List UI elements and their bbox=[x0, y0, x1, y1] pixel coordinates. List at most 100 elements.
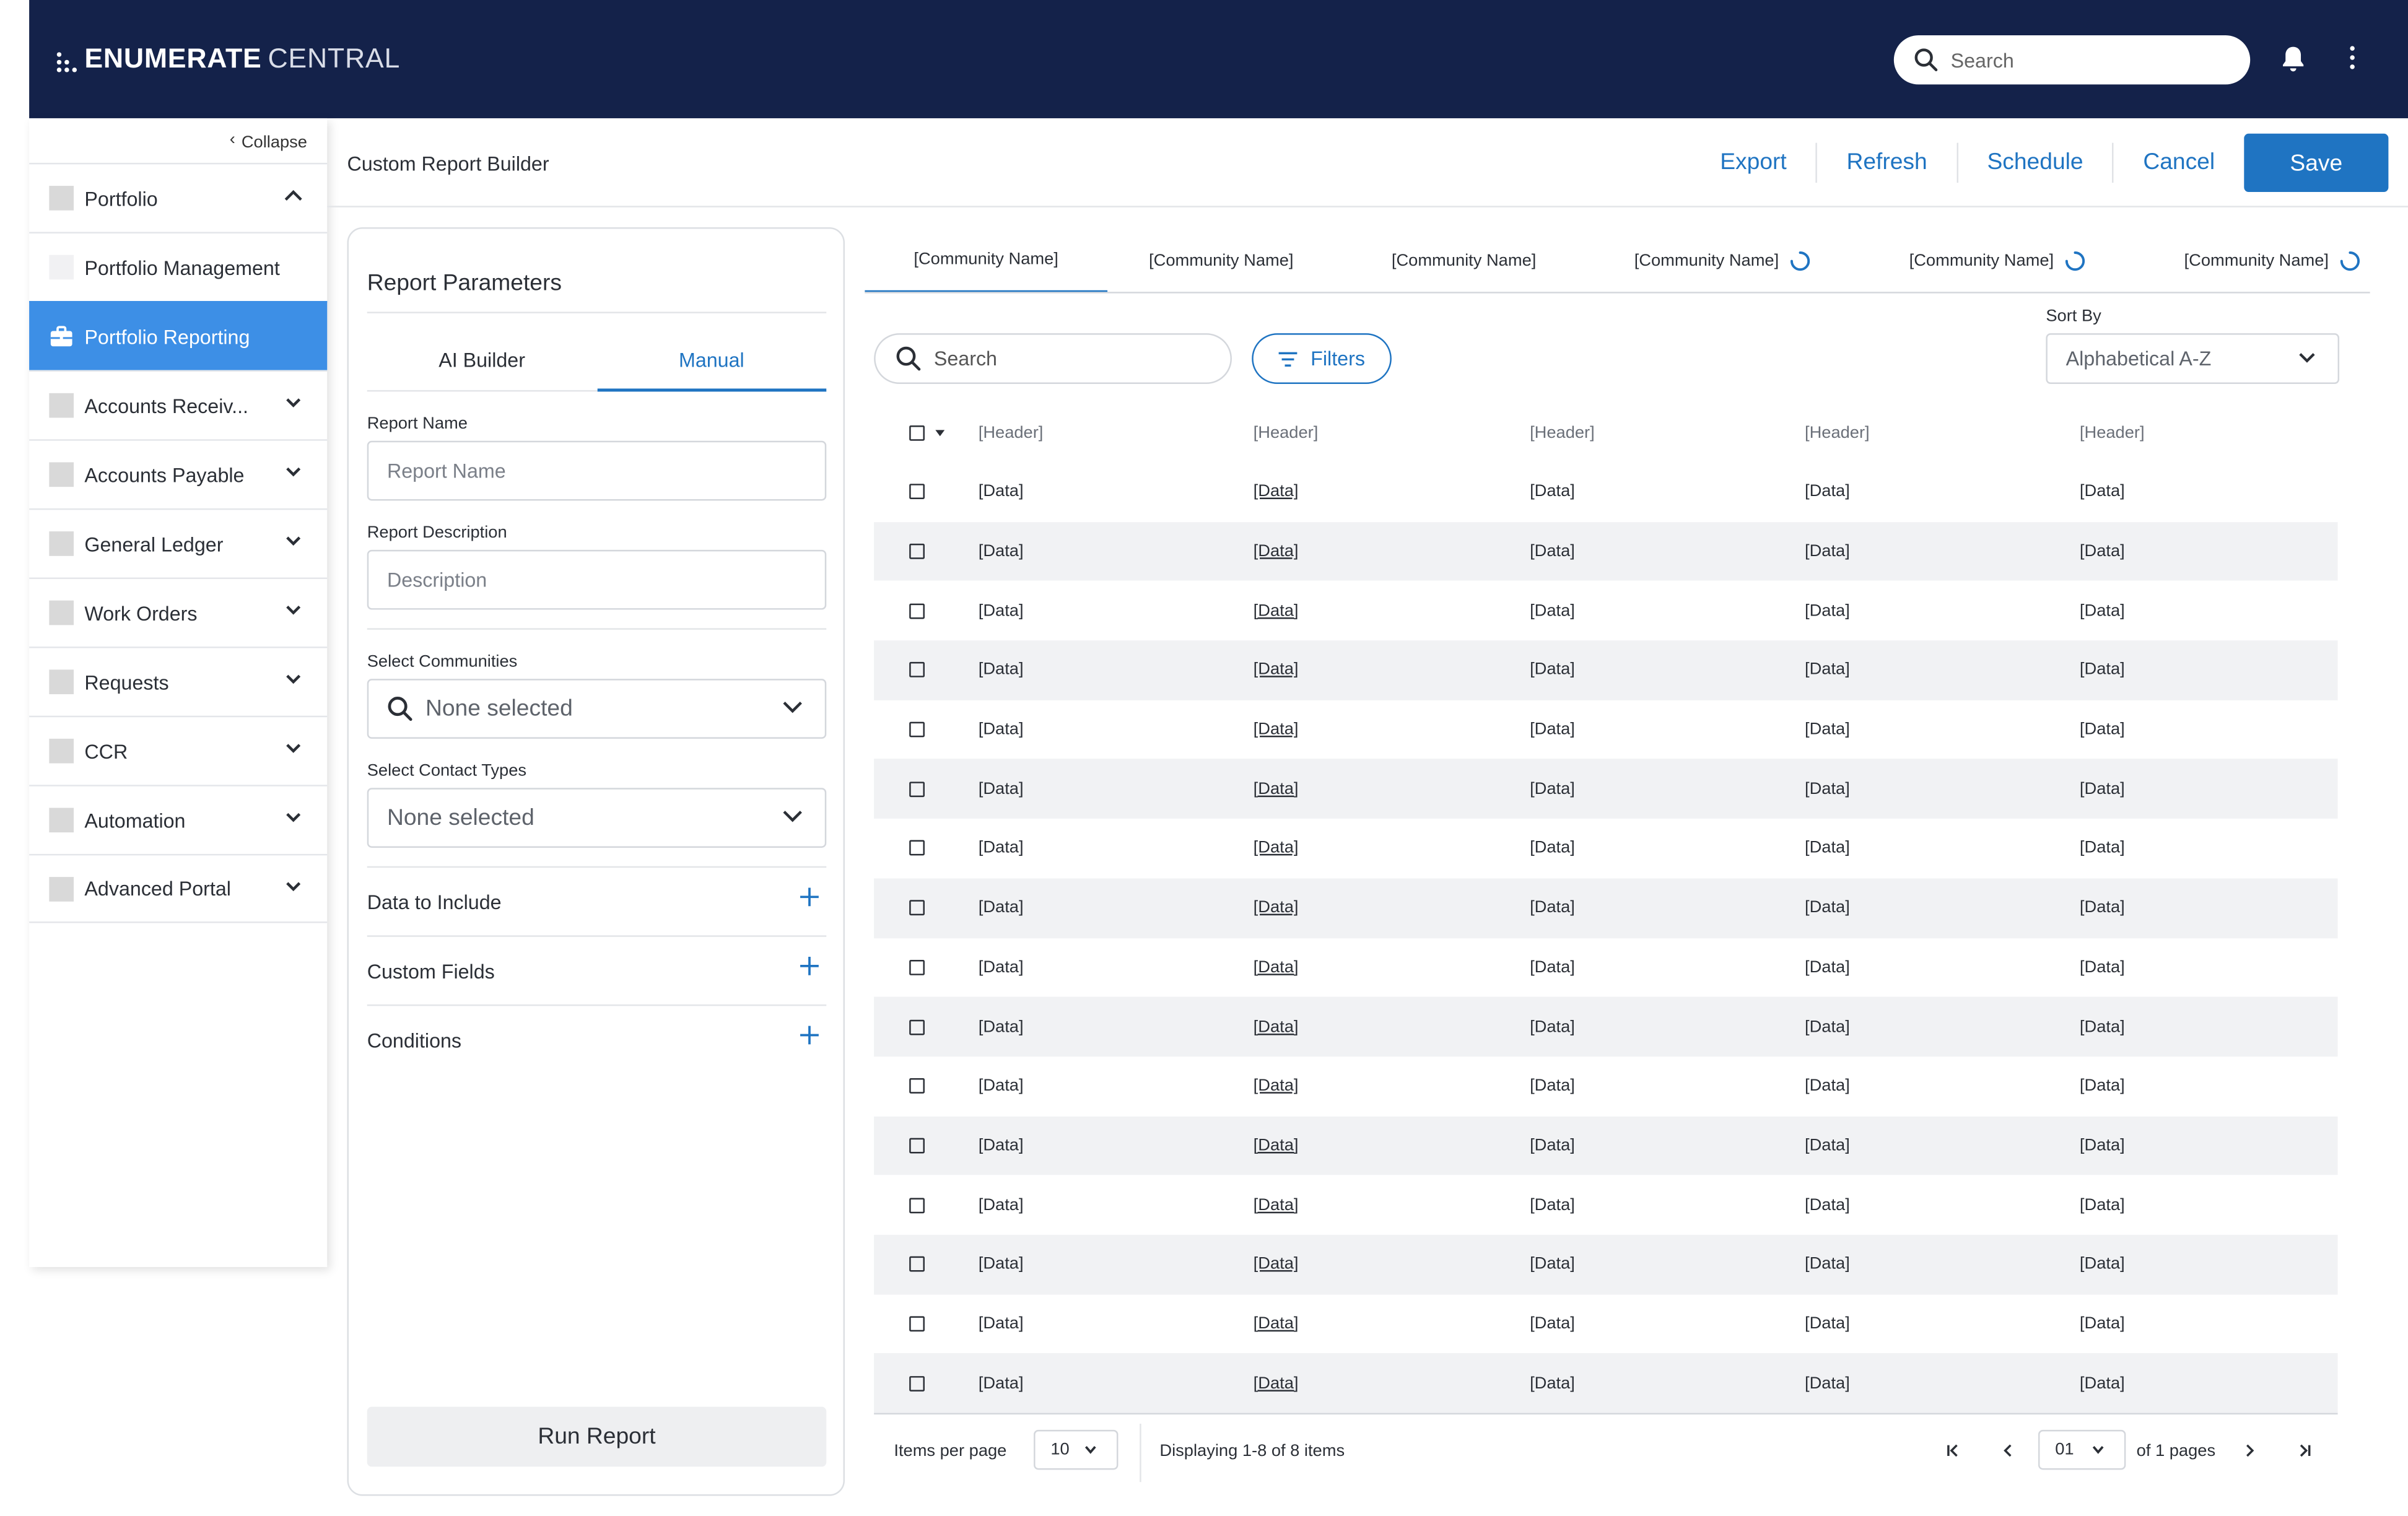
sidebar-item-ccr[interactable]: CCR bbox=[29, 715, 328, 785]
table-cell-link[interactable]: [Data] bbox=[1253, 1195, 1299, 1214]
next-page-icon[interactable] bbox=[2240, 1439, 2258, 1461]
table-row[interactable]: [Data] [Data] [Data] [Data] [Data] bbox=[874, 1056, 2337, 1116]
global-search[interactable] bbox=[1893, 35, 2251, 85]
report-name-input[interactable] bbox=[367, 440, 827, 501]
schedule-button[interactable]: Schedule bbox=[1958, 142, 2114, 183]
sidebar-item-requests[interactable]: Requests bbox=[29, 647, 328, 716]
tab-community-4[interactable]: [Community Name] bbox=[1634, 227, 1812, 292]
sidebar-item-advanced-portal[interactable]: Advanced Portal bbox=[29, 853, 328, 923]
plus-icon[interactable] bbox=[799, 886, 821, 908]
column-header[interactable]: [Header] bbox=[1253, 424, 1319, 443]
section-custom-fields[interactable]: Custom Fields bbox=[367, 937, 827, 1004]
row-checkbox[interactable] bbox=[909, 1078, 925, 1094]
table-search-input[interactable] bbox=[933, 347, 1211, 370]
table-cell-link[interactable]: [Data] bbox=[1253, 601, 1299, 621]
section-data-to-include[interactable]: Data to Include bbox=[367, 868, 827, 935]
more-options-icon[interactable] bbox=[2345, 46, 2358, 71]
sidebar-item-accounts-payable[interactable]: Accounts Payable bbox=[29, 439, 328, 508]
table-cell-link[interactable]: [Data] bbox=[1253, 1017, 1299, 1036]
page-number-select[interactable]: 01 bbox=[2038, 1429, 2126, 1470]
tab-community-5[interactable]: [Community Name] bbox=[1909, 227, 2087, 292]
filters-button[interactable]: Filters bbox=[1252, 333, 1392, 384]
table-cell-link[interactable]: [Data] bbox=[1253, 720, 1299, 739]
global-search-input[interactable] bbox=[1950, 48, 2227, 72]
select-contact-types-dropdown[interactable]: None selected bbox=[367, 788, 827, 848]
sort-by-dropdown[interactable]: Alphabetical A-Z bbox=[2046, 333, 2340, 384]
plus-icon[interactable] bbox=[799, 956, 821, 977]
first-page-icon[interactable] bbox=[1943, 1439, 1961, 1461]
cancel-button[interactable]: Cancel bbox=[2143, 149, 2215, 175]
row-checkbox[interactable] bbox=[909, 900, 925, 916]
app-logo[interactable]: ENUMERATE CENTRAL bbox=[56, 43, 400, 75]
plus-icon[interactable] bbox=[799, 1024, 821, 1046]
tab-community-6[interactable]: [Community Name] bbox=[2184, 227, 2362, 292]
caret-down-icon[interactable] bbox=[935, 430, 945, 437]
sidebar-item-automation[interactable]: Automation bbox=[29, 785, 328, 854]
table-row[interactable]: [Data] [Data] [Data] [Data] [Data] bbox=[874, 1175, 2337, 1235]
column-header[interactable]: [Header] bbox=[1530, 424, 1595, 443]
row-checkbox[interactable] bbox=[909, 959, 925, 975]
refresh-button[interactable]: Refresh bbox=[1817, 142, 1958, 183]
row-checkbox[interactable] bbox=[909, 543, 925, 559]
sidebar-item-portfolio-reporting[interactable]: Portfolio Reporting bbox=[29, 301, 328, 370]
tab-community-2[interactable]: [Community Name] bbox=[1149, 227, 1293, 292]
column-header[interactable]: [Header] bbox=[2079, 424, 2145, 443]
sidebar-item-portfolio-management[interactable]: Portfolio Management bbox=[29, 232, 328, 301]
table-row[interactable]: [Data] [Data] [Data] [Data] [Data] bbox=[874, 878, 2338, 938]
row-checkbox[interactable] bbox=[909, 484, 925, 500]
previous-page-icon[interactable] bbox=[1998, 1439, 2017, 1461]
row-checkbox[interactable] bbox=[909, 1197, 925, 1213]
table-row[interactable]: [Data] [Data] [Data] [Data] [Data] bbox=[874, 938, 2337, 997]
table-cell-link[interactable]: [Data] bbox=[1253, 482, 1299, 502]
sidebar-item-work-orders[interactable]: Work Orders bbox=[29, 577, 328, 647]
table-cell-link[interactable]: [Data] bbox=[1253, 839, 1299, 858]
table-row[interactable]: [Data] [Data] [Data] [Data] [Data] bbox=[874, 640, 2338, 700]
table-row[interactable]: [Data] [Data] [Data] [Data] [Data] bbox=[874, 581, 2337, 640]
row-checkbox[interactable] bbox=[909, 1019, 925, 1035]
table-row[interactable]: [Data] [Data] [Data] [Data] [Data] bbox=[874, 1115, 2338, 1175]
notification-bell-icon[interactable] bbox=[2279, 45, 2307, 74]
row-checkbox[interactable] bbox=[909, 1375, 925, 1392]
report-description-input[interactable] bbox=[367, 549, 827, 610]
table-cell-link[interactable]: [Data] bbox=[1253, 661, 1299, 680]
items-per-page-select[interactable]: 10 bbox=[1034, 1429, 1119, 1470]
sidebar-item-general-ledger[interactable]: General Ledger bbox=[29, 508, 328, 578]
run-report-button[interactable]: Run Report bbox=[367, 1406, 827, 1467]
row-checkbox[interactable] bbox=[909, 1316, 925, 1332]
row-checkbox[interactable] bbox=[909, 721, 925, 738]
table-search[interactable] bbox=[874, 333, 1232, 384]
table-cell-link[interactable]: [Data] bbox=[1253, 1374, 1299, 1393]
table-cell-link[interactable]: [Data] bbox=[1253, 1255, 1299, 1274]
table-row[interactable]: [Data] [Data] [Data] [Data] [Data] bbox=[874, 1234, 2338, 1294]
last-page-icon[interactable] bbox=[2295, 1439, 2313, 1461]
select-all-checkbox[interactable] bbox=[909, 425, 925, 441]
sidebar-item-portfolio[interactable]: Portfolio bbox=[29, 162, 328, 232]
table-cell-link[interactable]: [Data] bbox=[1253, 958, 1299, 977]
table-cell-link[interactable]: [Data] bbox=[1253, 1314, 1299, 1333]
select-communities-dropdown[interactable]: None selected bbox=[367, 679, 827, 739]
row-checkbox[interactable] bbox=[909, 1257, 925, 1273]
table-cell-link[interactable]: [Data] bbox=[1253, 1077, 1299, 1096]
table-row[interactable]: [Data] [Data] [Data] [Data] [Data] bbox=[874, 996, 2338, 1056]
export-button[interactable]: Export bbox=[1691, 142, 1818, 183]
save-button[interactable]: Save bbox=[2244, 133, 2389, 192]
table-cell-link[interactable]: [Data] bbox=[1253, 542, 1299, 561]
tab-community-3[interactable]: [Community Name] bbox=[1392, 227, 1536, 292]
table-cell-link[interactable]: [Data] bbox=[1253, 1136, 1299, 1155]
section-conditions[interactable]: Conditions bbox=[367, 1006, 827, 1073]
table-row[interactable]: [Data] [Data] [Data] [Data] [Data] bbox=[874, 759, 2338, 819]
table-row[interactable]: [Data] [Data] [Data] [Data] [Data] bbox=[874, 819, 2337, 878]
table-cell-link[interactable]: [Data] bbox=[1253, 780, 1299, 799]
table-row[interactable]: [Data] [Data] [Data] [Data] [Data] bbox=[874, 521, 2338, 582]
column-header[interactable]: [Header] bbox=[1805, 424, 1870, 443]
table-row[interactable]: [Data] [Data] [Data] [Data] [Data] bbox=[874, 462, 2337, 521]
table-row[interactable]: [Data] [Data] [Data] [Data] [Data] bbox=[874, 1294, 2337, 1354]
sidebar-item-accounts-receivable[interactable]: Accounts Receiv... bbox=[29, 370, 328, 440]
tab-community-1[interactable]: [Community Name] bbox=[865, 227, 1108, 292]
tab-manual[interactable]: Manual bbox=[596, 336, 826, 392]
table-cell-link[interactable]: [Data] bbox=[1253, 899, 1299, 917]
table-row[interactable]: [Data] [Data] [Data] [Data] [Data] bbox=[874, 700, 2337, 759]
tab-ai-builder[interactable]: AI Builder bbox=[438, 348, 526, 372]
collapse-sidebar-button[interactable]: ‹ Collapse bbox=[230, 130, 307, 152]
table-row[interactable]: [Data] [Data] [Data] [Data] [Data] bbox=[874, 1353, 2338, 1413]
